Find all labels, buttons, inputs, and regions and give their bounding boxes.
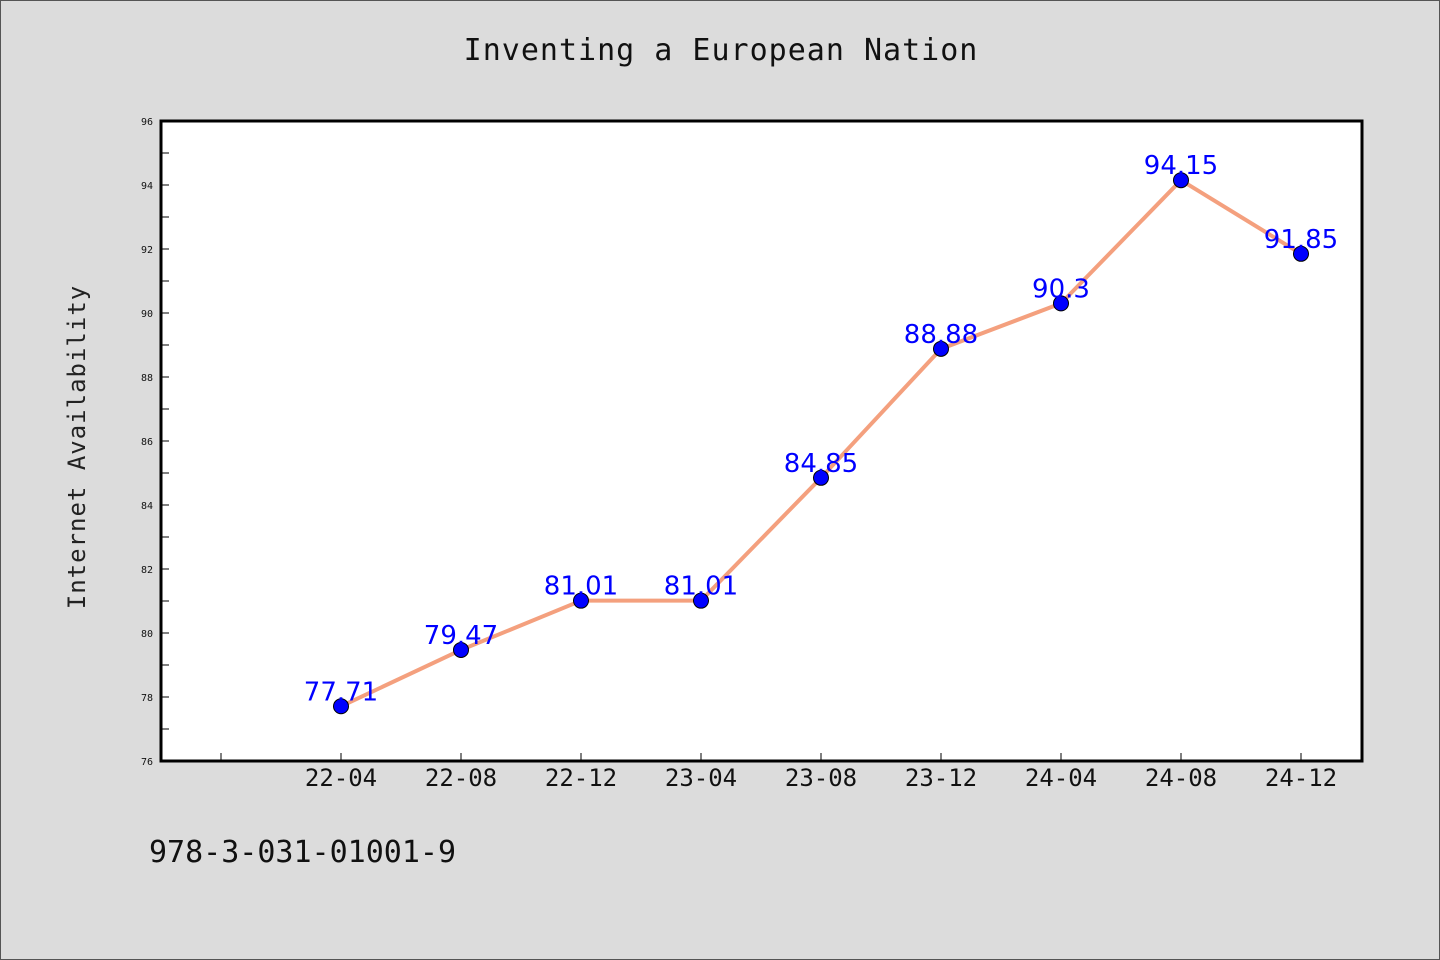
y-tick-label: 86 <box>141 437 153 448</box>
plot-area <box>159 119 1364 763</box>
x-tick-label: 23-12 <box>905 764 977 792</box>
data-label: 94.15 <box>1144 151 1218 181</box>
y-tick-label: 76 <box>141 757 153 768</box>
data-label: 88.88 <box>904 320 978 350</box>
x-tick-label: 22-04 <box>305 764 377 792</box>
y-tick-label: 78 <box>141 693 153 704</box>
data-point <box>333 698 349 715</box>
y-tick-label: 88 <box>141 373 153 384</box>
data-label: 77.71 <box>304 677 378 707</box>
data-label: 84.85 <box>784 449 858 479</box>
data-point <box>933 340 949 357</box>
data-point <box>1173 172 1189 189</box>
y-tick-label: 84 <box>141 501 153 512</box>
data-label: 91.85 <box>1264 225 1338 255</box>
data-point <box>693 592 709 609</box>
y-tick-label: 80 <box>141 629 153 640</box>
y-axis-label: Internet Availability <box>63 285 91 609</box>
y-tick-label: 96 <box>141 117 153 128</box>
y-tick-label: 90 <box>141 309 153 320</box>
data-point <box>453 641 469 658</box>
data-label: 79.47 <box>424 621 498 651</box>
x-tick-label: 24-08 <box>1145 764 1217 792</box>
y-tick-label: 94 <box>141 181 153 192</box>
chart-title: Inventing a European Nation <box>463 33 979 68</box>
data-point <box>1053 295 1069 312</box>
data-point <box>813 469 829 486</box>
x-tick-label: 22-08 <box>425 764 497 792</box>
x-tick-label: 24-04 <box>1025 764 1097 792</box>
data-point <box>573 592 589 609</box>
x-tick-label: 23-04 <box>665 764 737 792</box>
isbn-footer: 978-3-031-01001-9 <box>149 835 457 870</box>
x-tick-label: 22-12 <box>545 764 617 792</box>
data-point <box>1293 245 1309 262</box>
x-tick-label: 23-08 <box>785 764 857 792</box>
data-label: 90.3 <box>1032 274 1090 304</box>
data-label: 81.01 <box>664 572 738 602</box>
data-label: 81.01 <box>544 572 618 602</box>
y-tick-label: 92 <box>141 245 153 256</box>
x-tick-label: 24-12 <box>1265 764 1337 792</box>
y-tick-label: 82 <box>141 565 153 576</box>
